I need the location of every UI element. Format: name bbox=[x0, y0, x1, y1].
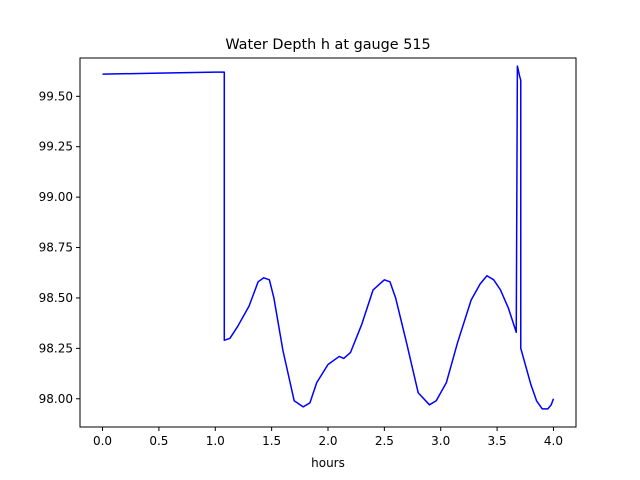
x-tick-label: 1.5 bbox=[262, 434, 281, 448]
y-tick-label: 99.25 bbox=[39, 140, 73, 154]
series-line-water-depth bbox=[102, 65, 555, 410]
y-tick-label: 98.75 bbox=[39, 241, 73, 255]
x-tick-label: 1.0 bbox=[206, 434, 225, 448]
y-tick-label: 98.25 bbox=[39, 341, 73, 355]
x-axis: 0.0 0.5 1.0 1.5 2.0 2.5 3.0 3.5 4.0 bbox=[93, 427, 563, 448]
y-tick-label: 98.00 bbox=[39, 392, 73, 406]
x-axis-label: hours bbox=[311, 456, 345, 470]
y-tick-label: 99.50 bbox=[39, 89, 73, 103]
x-tick-label: 0.0 bbox=[93, 434, 112, 448]
x-tick-label: 2.5 bbox=[375, 434, 394, 448]
x-tick-label: 3.5 bbox=[488, 434, 507, 448]
y-tick-label: 98.50 bbox=[39, 291, 73, 305]
chart-title: Water Depth h at gauge 515 bbox=[225, 37, 430, 53]
x-tick-label: 2.0 bbox=[318, 434, 337, 448]
x-tick-label: 0.5 bbox=[149, 434, 168, 448]
y-tick-label: 99.00 bbox=[39, 190, 73, 204]
x-tick-label: 3.0 bbox=[431, 434, 450, 448]
y-axis: 98.00 98.25 98.50 98.75 99.00 99.25 99.50 bbox=[39, 89, 80, 406]
x-tick-label: 4.0 bbox=[544, 434, 563, 448]
